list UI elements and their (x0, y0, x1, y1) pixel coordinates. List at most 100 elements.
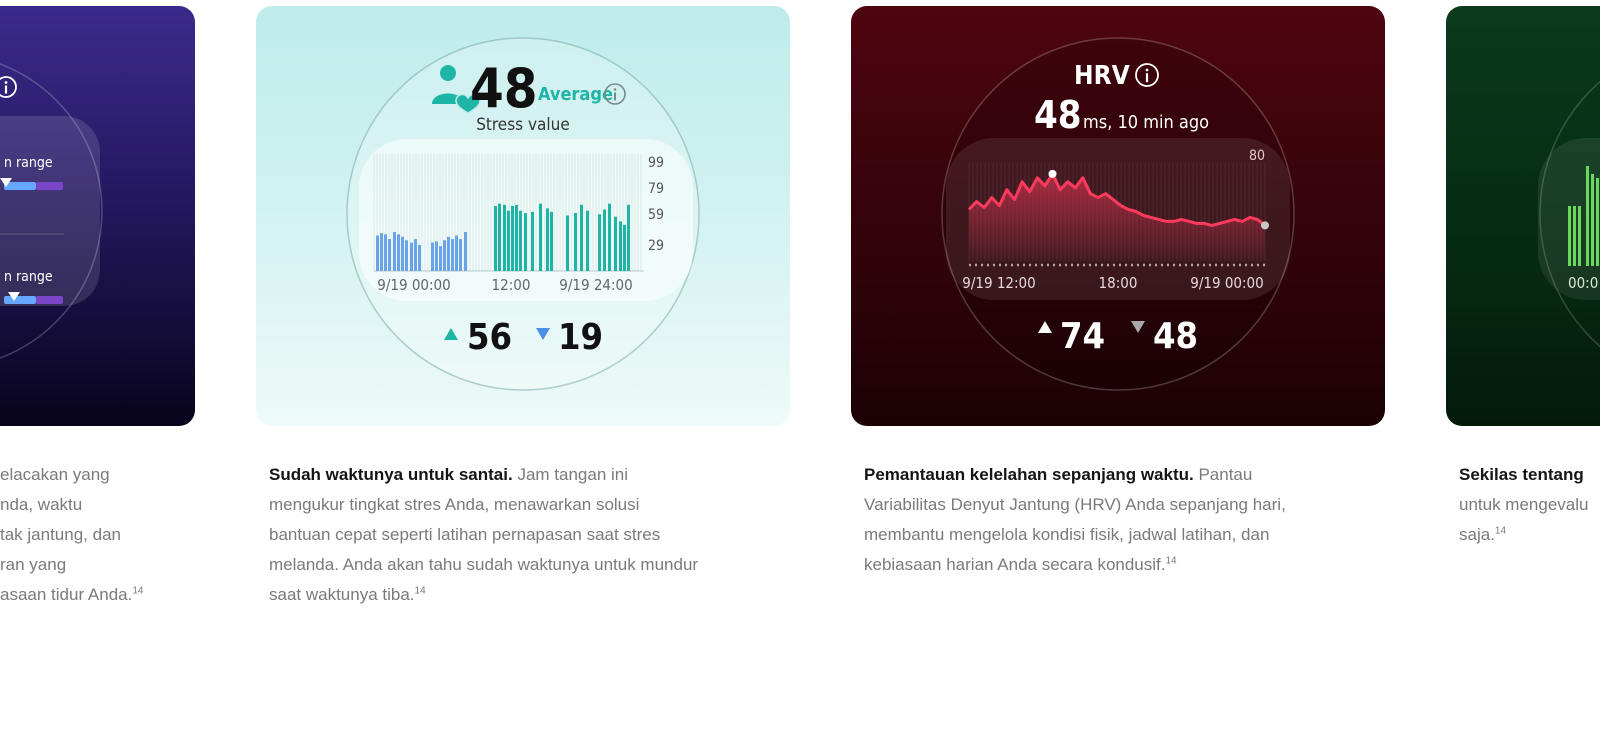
range-label-2: n range (4, 269, 53, 285)
info-icon (0, 76, 17, 98)
stress-bar (574, 213, 577, 271)
stress-bar (447, 236, 450, 271)
stress-bar (464, 232, 467, 271)
stress-bar (515, 204, 518, 271)
x-tick-label: 9/19 00:00 (1190, 274, 1263, 292)
range-bar-blue (4, 296, 36, 304)
hrv-title: HRV (1074, 61, 1130, 91)
hrv-description: Pemantauan kelelahan sepanjang waktu. Pa… (864, 465, 1286, 574)
stress-bar (455, 235, 458, 271)
stress-description-title: Sudah waktunya untuk santai. (269, 465, 513, 484)
max-arrow-icon (1038, 321, 1052, 333)
green-bars (1568, 166, 1599, 266)
stress-bar (586, 210, 589, 271)
x-tick-label: 9/19 12:00 (962, 274, 1035, 292)
stress-min-value: 19 (558, 317, 603, 358)
stress-bar (405, 240, 408, 271)
x-tick-label: 12:00 (492, 276, 531, 294)
stress-bars (376, 203, 630, 271)
stress-max-value: 56 (467, 317, 512, 358)
stress-bar (393, 232, 396, 271)
stress-bar (598, 214, 601, 271)
hrv-description-title: Pemantauan kelelahan sepanjang waktu. (864, 465, 1194, 484)
stress-bar (519, 210, 522, 271)
hrv-value: 48 (1034, 93, 1082, 137)
stress-bar (380, 233, 383, 271)
stress-bar (384, 234, 387, 271)
range-bar-purple (36, 182, 63, 190)
max-arrow-icon (444, 328, 458, 340)
stress-bar (498, 203, 501, 271)
stress-bar (376, 235, 379, 271)
x-tick-label: 9/19 00:00 (377, 276, 450, 294)
hrv-peak-dot (1048, 169, 1057, 178)
fourth-feature-card: 00:0 (1446, 6, 1600, 426)
info-icon (1135, 63, 1159, 87)
stress-bar (435, 241, 438, 271)
stress-bar (614, 216, 617, 271)
fourth-description: Sekilas tentang untuk mengevalu saja.14 (1459, 465, 1589, 544)
stress-bar (627, 204, 630, 271)
fourth-description-title: Sekilas tentang (1459, 465, 1584, 484)
stress-bar (531, 211, 534, 271)
stress-bar (511, 206, 514, 271)
stress-bar (524, 213, 527, 271)
stress-bar (443, 240, 446, 271)
range-marker-1 (0, 178, 12, 187)
info-icon (604, 83, 626, 105)
stress-bar (418, 245, 421, 271)
stress-bar (414, 239, 417, 271)
y-tick-label: 79 (648, 181, 664, 197)
stress-bar (388, 239, 391, 271)
sleep-panel (0, 116, 100, 306)
stress-bar (566, 215, 569, 271)
stress-bar (619, 221, 622, 271)
watch-face-ring (1539, 80, 1600, 348)
stress-bar (539, 203, 542, 271)
stress-bar (401, 236, 404, 271)
stress-feature-card: 48 Average Stress value 99 79 59 29 9/19… (256, 6, 790, 426)
stress-bar (546, 208, 549, 271)
y-tick-label: 59 (648, 207, 664, 223)
x-tick-label: 18:00 (1099, 274, 1138, 292)
stress-bar (608, 203, 611, 271)
stress-level: Average (538, 84, 613, 105)
hrv-min-value: 48 (1153, 316, 1198, 357)
x-tick-label: 9/19 24:00 (559, 276, 632, 294)
hrv-line (967, 172, 1266, 227)
sleep-feature-card: n range n range (0, 6, 195, 426)
hrv-unit-time: ms, 10 min ago (1083, 112, 1209, 133)
min-arrow-icon (536, 328, 550, 340)
stress-caption: Stress value (476, 115, 570, 135)
range-marker-2 (8, 292, 20, 301)
y-tick-label: 29 (648, 238, 664, 254)
range-bar-purple (36, 296, 63, 304)
hrv-feature-card: HRV 48 ms, 10 min ago 80 9/19 12:00 18:0… (851, 6, 1385, 426)
stress-bar (580, 204, 583, 271)
stress-bar (459, 239, 462, 271)
hrv-area (969, 173, 1265, 261)
stress-bar (451, 239, 454, 271)
stress-description: Sudah waktunya untuk santai. Jam tangan … (269, 465, 699, 604)
stress-bar (503, 204, 506, 271)
stress-bar (507, 210, 510, 271)
stress-bar (623, 224, 626, 271)
stress-bar (410, 242, 413, 271)
sleep-description: elacakan yang nda, waktu tak jantung, da… (0, 465, 144, 604)
stress-person-heart-icon (432, 65, 481, 114)
hrv-end-dot (1261, 221, 1269, 230)
stress-bar (397, 234, 400, 271)
x-tick-label: 00:0 (1568, 274, 1598, 292)
stress-bar (494, 206, 497, 271)
stress-value: 48 (470, 57, 538, 120)
y-tick-label: 99 (648, 155, 664, 171)
y-tick-label: 80 (1249, 148, 1265, 164)
stress-bar (603, 209, 606, 271)
stress-bar (431, 242, 434, 271)
stress-bar (550, 211, 553, 271)
hrv-max-value: 74 (1060, 316, 1105, 357)
stress-bar (439, 246, 442, 271)
min-arrow-icon (1131, 321, 1145, 333)
watch-face-ring (0, 63, 103, 359)
range-label-1: n range (4, 155, 53, 171)
